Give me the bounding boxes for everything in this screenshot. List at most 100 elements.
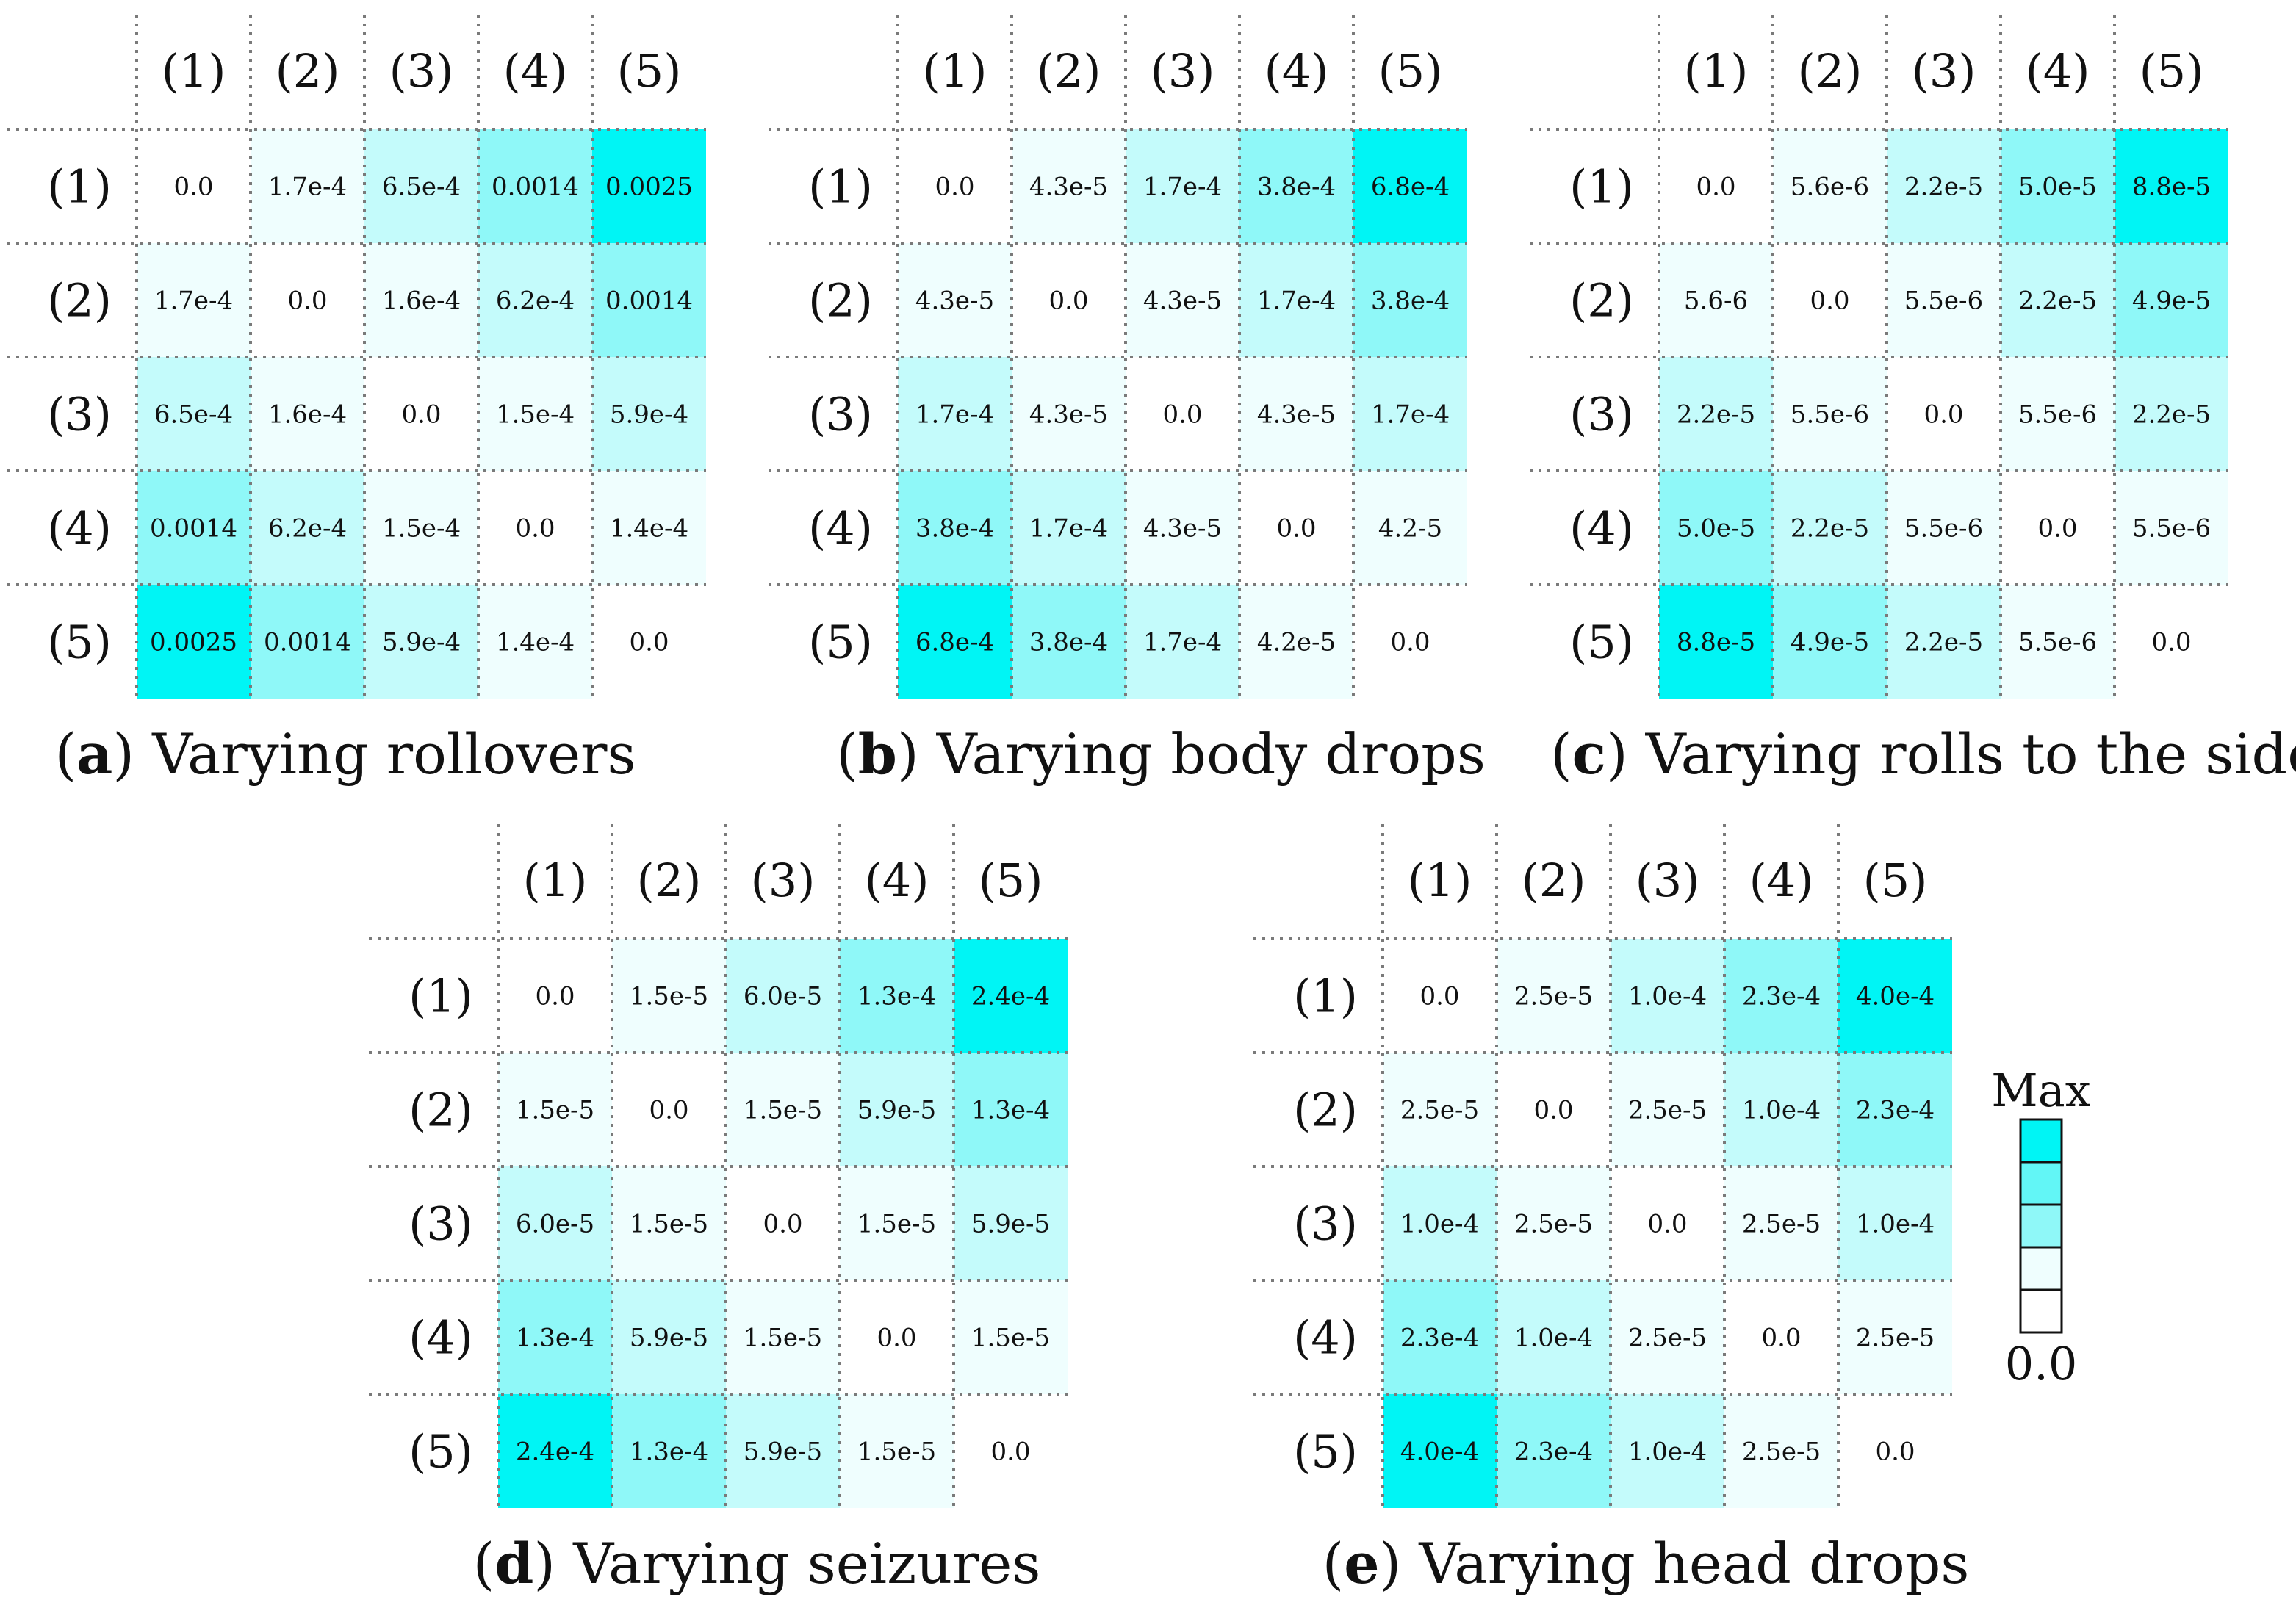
heatmap-cell-d-5-4 [840,1394,954,1508]
col-header-a-5: (5) [617,44,682,98]
col-header-b-3: (3) [1151,44,1215,98]
cell-value-e-2-5: 2.3e-4 [1856,1096,1935,1125]
row-header-c-4: (4) [1569,502,1634,555]
cell-value-b-2-2: 0.0 [1048,286,1088,316]
heatmap-cell-c-3-5 [2115,357,2228,471]
heatmap-cell-c-5-4 [2001,585,2115,699]
caption-b: (b) Varying body drops [836,721,1486,787]
legend-swatch-4 [2019,1246,2063,1291]
cell-value-e-1-5: 4.0e-4 [1856,982,1935,1011]
cell-value-a-5-5: 0.0 [629,628,669,657]
heatmap-cell-b-2-5 [1353,243,1467,357]
legend-swatch-2 [2019,1161,2063,1206]
heatmap-cell-e-1-2 [1497,939,1611,1053]
heatmap-cell-d-1-1 [498,939,612,1053]
heatmap-cell-a-2-2 [251,243,364,357]
col-header-a-4: (4) [503,44,568,98]
cell-value-a-1-4: 0.0014 [492,173,579,202]
col-header-c-5: (5) [2140,44,2204,98]
heatmap-cell-e-5-2 [1497,1394,1611,1508]
heatmap-cell-b-3-1 [898,357,1012,471]
cell-value-e-4-1: 2.3e-4 [1400,1324,1479,1353]
cell-value-a-3-1: 6.5e-4 [154,400,233,430]
heatmap-cell-b-3-3 [1126,357,1239,471]
heatmap-cell-b-4-4 [1239,471,1353,585]
cell-value-c-3-5: 2.2e-5 [2132,400,2211,430]
col-header-a-1: (1) [162,44,226,98]
cell-value-d-3-3: 0.0 [763,1210,802,1239]
row-header-a-5: (5) [47,616,112,669]
heatmap-cell-a-5-4 [478,585,592,699]
heatmap-cell-c-3-3 [1887,357,2001,471]
cell-value-d-2-3: 1.5e-5 [744,1096,822,1125]
heatmap-cell-a-4-4 [478,471,592,585]
cell-value-b-2-5: 3.8e-4 [1371,286,1450,316]
heatmap-cell-c-3-4 [2001,357,2115,471]
heatmap-cell-b-4-5 [1353,471,1467,585]
color-legend-svg: Max 0.0 [1991,1064,2090,1390]
cell-value-e-4-3: 2.5e-5 [1628,1324,1707,1353]
heatmap-cell-b-3-4 [1239,357,1353,471]
cell-value-d-5-4: 1.5e-5 [857,1438,936,1467]
heatmap-cell-c-5-5 [2115,585,2228,699]
heatmap-cell-e-5-3 [1611,1394,1724,1508]
heatmap-cell-d-1-4 [840,939,954,1053]
heatmap-cell-b-5-4 [1239,585,1353,699]
row-header-c-2: (2) [1569,274,1634,328]
heatmap-cell-a-2-3 [364,243,478,357]
cell-value-d-2-1: 1.5e-5 [516,1096,594,1125]
heatmap-cell-b-5-2 [1012,585,1126,699]
caption-e-title: Varying head drops [1419,1531,1970,1596]
col-header-c-4: (4) [2026,44,2090,98]
heatmap-cell-e-5-4 [1724,1394,1838,1508]
heatmap-cell-c-2-5 [2115,243,2228,357]
heatmap-b: 0.0 4.3e-5 1.7e-4 3.8e-4 6.8e-4 4.3e-5 0.0 4.3e… [769,15,1467,699]
col-header-b-4: (4) [1264,44,1329,98]
heatmap-cell-c-4-4 [2001,471,2115,585]
caption-a-title: Varying rollovers [152,721,636,787]
heatmap-cell-a-3-3 [364,357,478,471]
row-header-a-1: (1) [47,160,112,214]
heatmap-cell-e-3-1 [1383,1166,1497,1280]
heatmap-cell-c-1-2 [1773,129,1887,243]
legend-max-label: Max [1991,1064,2090,1117]
cell-value-a-1-2: 1.7e-4 [268,173,347,202]
heatmap-cell-e-2-3 [1611,1053,1724,1166]
heatmap-cell-e-4-1 [1383,1280,1497,1394]
heatmap-cell-a-5-2 [251,585,364,699]
heatmap-cell-b-1-3 [1126,129,1239,243]
cell-value-a-4-2: 6.2e-4 [268,514,347,544]
cell-value-d-4-3: 1.5e-5 [744,1324,822,1353]
heatmap-cell-c-2-1 [1659,243,1773,357]
heatmap-cell-e-4-2 [1497,1280,1611,1394]
cell-value-a-2-2: 0.0 [287,286,327,316]
cell-value-e-5-2: 2.3e-4 [1514,1438,1593,1467]
heatmap-cell-a-1-4 [478,129,592,243]
cell-value-d-1-1: 0.0 [535,982,575,1011]
heatmap-cell-d-1-5 [954,939,1068,1053]
cell-value-e-2-4: 1.0e-4 [1742,1096,1821,1125]
col-header-a-3: (3) [389,44,454,98]
cell-value-b-4-4: 0.0 [1276,514,1316,544]
heatmap-c: 0.0 5.6e-6 2.2e-5 5.0e-5 8.8e-5 5.6-6 0.0 5.5e-… [1530,15,2228,699]
heatmap-cell-d-1-3 [726,939,840,1053]
cell-value-b-3-3: 0.0 [1162,400,1202,430]
cell-value-b-5-2: 3.8e-4 [1029,628,1108,657]
heatmap-cell-c-1-4 [2001,129,2115,243]
row-header-d-4: (4) [409,1311,473,1365]
heatmap-d: 0.0 1.5e-5 6.0e-5 1.3e-4 2.4e-4 1.5e-5 0.0 1.5e… [369,824,1068,1508]
cell-value-e-3-5: 1.0e-4 [1856,1210,1935,1239]
cell-value-e-3-1: 1.0e-4 [1400,1210,1479,1239]
heatmap-cell-d-5-3 [726,1394,840,1508]
heatmap-cell-b-2-4 [1239,243,1353,357]
cell-value-b-2-1: 4.3e-5 [915,286,994,316]
legend-swatch-3 [2019,1203,2063,1249]
heatmap-cell-a-4-3 [364,471,478,585]
cell-value-e-5-4: 2.5e-5 [1742,1438,1821,1467]
heatmap-cell-c-2-3 [1887,243,2001,357]
cell-value-c-5-2: 4.9e-5 [1791,628,1869,657]
heatmap-cell-d-3-2 [612,1166,726,1280]
heatmap-cell-e-3-2 [1497,1166,1611,1280]
heatmap-cell-e-2-2 [1497,1053,1611,1166]
row-header-b-2: (2) [808,274,873,328]
